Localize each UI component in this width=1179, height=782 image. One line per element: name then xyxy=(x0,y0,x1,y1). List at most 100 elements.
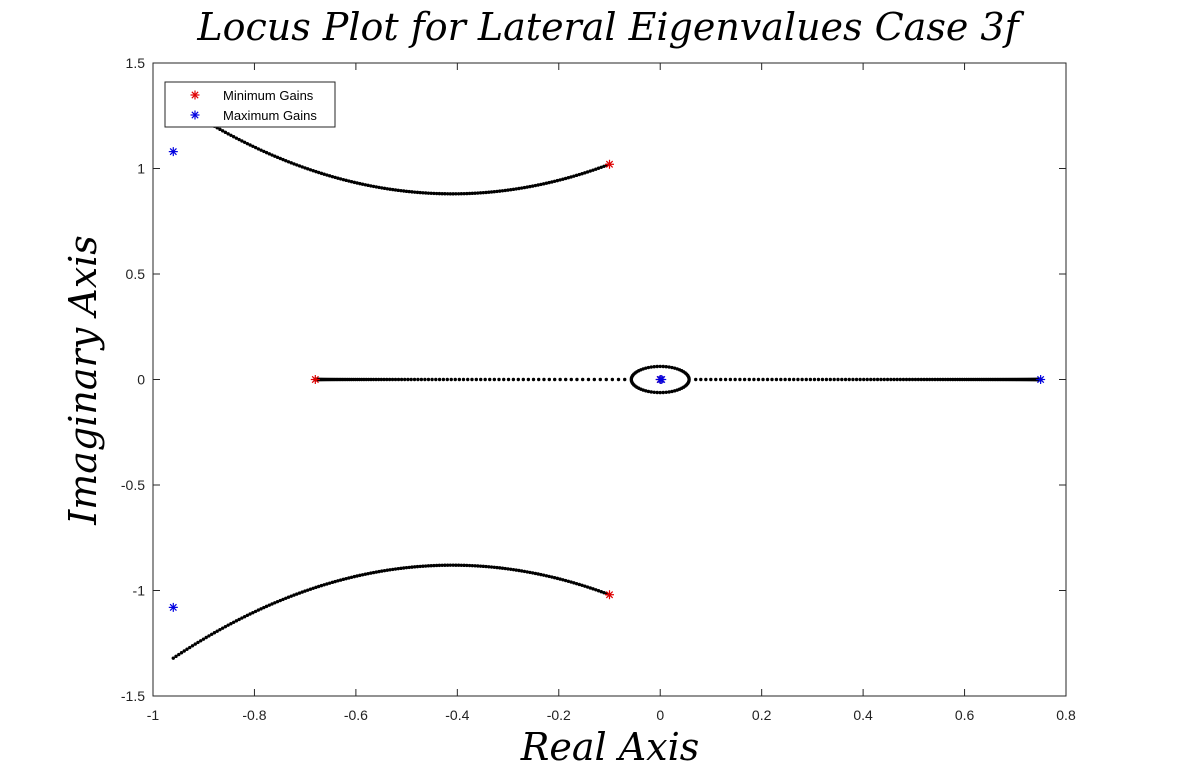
locus-point xyxy=(646,365,651,370)
locus-series xyxy=(171,99,1043,660)
locus-point xyxy=(382,568,387,573)
locus-point xyxy=(542,377,546,382)
legend-marker-maximum xyxy=(190,110,200,120)
locus-point xyxy=(374,570,379,574)
locus-point xyxy=(738,377,742,382)
locus-point xyxy=(652,390,656,394)
locus-point xyxy=(341,177,346,182)
locus-point xyxy=(531,377,536,382)
locus-point xyxy=(231,620,236,624)
locus-point xyxy=(941,377,945,382)
locus-point xyxy=(426,191,431,195)
locus-point xyxy=(399,566,403,571)
locus-point xyxy=(484,190,488,195)
locus-point xyxy=(550,180,554,184)
locus-point xyxy=(352,180,357,185)
locus-point xyxy=(502,377,506,382)
locus-point xyxy=(314,169,318,174)
locus-point xyxy=(349,575,354,579)
locus-point xyxy=(358,573,362,578)
locus-point xyxy=(387,377,392,382)
locus-point xyxy=(474,377,479,382)
locus-point xyxy=(418,564,422,569)
locus-point xyxy=(426,564,431,568)
locus-point xyxy=(437,563,442,568)
legend-marker-minimum xyxy=(190,90,200,100)
locus-point xyxy=(371,377,376,382)
locus-point xyxy=(454,563,458,567)
locus-point xyxy=(369,184,373,188)
locus-point xyxy=(413,565,417,569)
locus-point xyxy=(516,377,521,382)
locus-point xyxy=(895,377,899,382)
locus-point xyxy=(506,377,511,382)
locus-point xyxy=(434,377,438,382)
locus-point xyxy=(875,377,880,382)
locus-point xyxy=(774,377,779,382)
locus-point xyxy=(193,642,197,646)
locus-point xyxy=(466,377,470,382)
locus-point xyxy=(658,390,662,395)
locus-point xyxy=(177,652,181,657)
locus-point xyxy=(832,377,836,382)
locus-point xyxy=(330,580,335,585)
x-tick-label: -0.6 xyxy=(344,707,368,723)
locus-point xyxy=(226,132,230,136)
locus-point xyxy=(445,563,450,567)
locus-point xyxy=(451,563,455,567)
locus-point xyxy=(220,626,225,630)
locus-point xyxy=(457,377,462,382)
locus-point xyxy=(481,564,485,569)
locus-point xyxy=(555,178,560,183)
locus-point xyxy=(432,563,436,568)
locus-point xyxy=(687,379,691,383)
locus-point xyxy=(406,377,410,382)
locus-point xyxy=(506,188,510,192)
locus-point xyxy=(497,377,501,382)
locus-point xyxy=(171,656,175,660)
locus-point xyxy=(399,188,403,193)
locus-point xyxy=(927,377,932,382)
locus-point xyxy=(936,377,940,382)
locus-point xyxy=(322,583,326,587)
locus-point xyxy=(281,157,285,162)
locus-point xyxy=(476,191,480,195)
locus-point xyxy=(530,184,535,188)
locus-point xyxy=(245,141,250,146)
locus-point xyxy=(649,390,653,394)
locus-point xyxy=(670,389,674,394)
locus-point xyxy=(259,148,263,152)
x-tick-label: -0.8 xyxy=(242,707,266,723)
locus-point xyxy=(190,644,195,648)
locus-point xyxy=(306,167,310,171)
locus-point xyxy=(240,139,244,143)
locus-point xyxy=(462,563,466,568)
locus-point xyxy=(259,607,263,611)
locus-point xyxy=(800,377,804,382)
locus-point xyxy=(415,564,420,569)
locus-point xyxy=(404,189,409,194)
locus-point xyxy=(955,377,960,382)
locus-point xyxy=(196,640,200,645)
locus-point xyxy=(925,377,929,382)
locus-point xyxy=(333,175,337,180)
locus-point xyxy=(588,169,592,173)
locus-point xyxy=(718,377,723,382)
locus-point xyxy=(728,377,733,382)
locus-point xyxy=(390,377,395,382)
locus-point xyxy=(644,389,648,393)
locus-point xyxy=(440,192,444,196)
locus-point xyxy=(231,135,236,139)
locus-point xyxy=(421,191,425,195)
locus-point xyxy=(602,164,606,169)
locus-point xyxy=(843,377,848,382)
locus-point xyxy=(569,580,573,584)
locus-point xyxy=(404,565,409,570)
locus-point xyxy=(522,185,527,190)
locus-point xyxy=(377,569,381,574)
locus-point xyxy=(526,377,531,382)
locus-point xyxy=(461,377,466,382)
locus-point xyxy=(434,191,439,196)
locus-point xyxy=(248,612,252,616)
x-tick-label: -0.4 xyxy=(445,707,469,723)
